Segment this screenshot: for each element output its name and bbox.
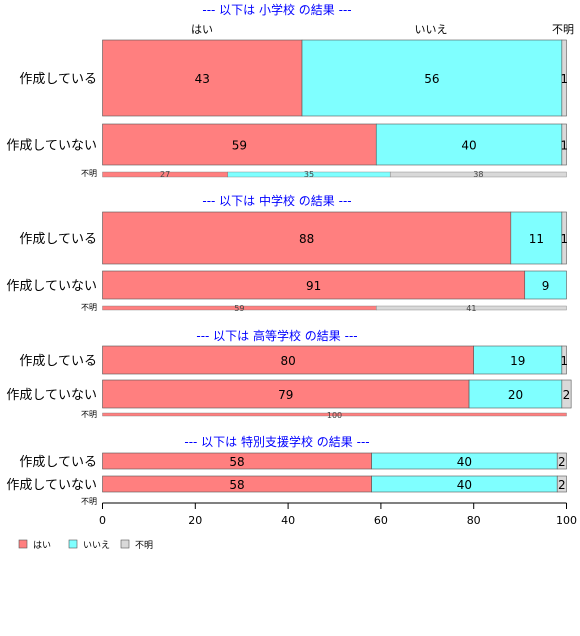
- unknown-data-label: 41: [466, 304, 476, 313]
- panel-title: --- 以下は 高等学校 の結果 ---: [196, 328, 357, 343]
- row-label: 作成している: [19, 455, 97, 470]
- data-label: 80: [280, 354, 295, 368]
- row-label: 作成している: [19, 232, 97, 247]
- data-label: 1: [560, 354, 568, 368]
- bar-segment: [556, 452, 567, 470]
- data-label: 2: [563, 388, 571, 402]
- data-label: 88: [299, 232, 314, 246]
- bar-segment: [561, 123, 567, 166]
- x-tick-label: 80: [467, 514, 481, 527]
- unknown-row-label: 不明: [81, 410, 97, 419]
- data-label: 79: [278, 388, 293, 402]
- data-label: 9: [542, 279, 550, 293]
- panel-title: --- 以下は 特別支援学校 の結果 ---: [184, 434, 369, 449]
- bar-segment: [102, 270, 526, 300]
- row-label: 作成している: [19, 72, 97, 87]
- bar-segment: [301, 39, 563, 117]
- data-label: 91: [306, 279, 321, 293]
- unknown-row-label: 不明: [81, 169, 97, 178]
- top-category-label: 不明: [552, 23, 574, 36]
- data-label: 43: [195, 72, 210, 86]
- legend-swatch: [18, 539, 28, 549]
- unknown-data-label: 27: [160, 170, 170, 179]
- unknown-bar-segment: [102, 412, 567, 417]
- data-label: 11: [529, 232, 544, 246]
- x-tick-label: 100: [556, 514, 577, 527]
- legend-swatch: [68, 539, 78, 549]
- unknown-data-label: 38: [473, 170, 483, 179]
- bar-segment: [561, 39, 567, 117]
- row-label: 作成していない: [6, 388, 97, 403]
- x-tick-label: 40: [281, 514, 295, 527]
- bar-segment: [561, 211, 567, 265]
- bar-segment: [561, 379, 572, 409]
- data-label: 40: [461, 139, 476, 153]
- data-label: 1: [560, 139, 568, 153]
- data-label: 59: [232, 139, 247, 153]
- bar-segment: [102, 211, 512, 265]
- panel-title: --- 以下は 中学校 の結果 ---: [202, 193, 351, 208]
- legend-label: 不明: [135, 540, 153, 551]
- data-label: 1: [560, 232, 568, 246]
- unknown-data-label: 35: [304, 170, 314, 179]
- data-label: 58: [229, 478, 244, 492]
- unknown-data-label: 59: [234, 304, 244, 313]
- data-label: 56: [424, 72, 439, 86]
- bar-segment: [468, 379, 563, 409]
- bar-segment: [375, 123, 563, 166]
- unknown-data-label: 100: [327, 411, 342, 420]
- top-category-label: いいえ: [415, 23, 448, 36]
- row-label: 作成している: [19, 354, 97, 369]
- bar-segment: [102, 39, 303, 117]
- bar-segment: [102, 379, 470, 409]
- legend-label: いいえ: [83, 540, 110, 551]
- data-label: 58: [229, 455, 244, 469]
- data-label: 1: [560, 72, 568, 86]
- x-tick-label: 20: [188, 514, 202, 527]
- x-tick-label: 60: [374, 514, 388, 527]
- data-label: 20: [508, 388, 523, 402]
- legend-label: はい: [33, 540, 51, 551]
- bar-segment: [473, 345, 563, 375]
- unknown-bar-segment: [389, 171, 567, 178]
- panel-title: --- 以下は 小学校 の結果 ---: [202, 2, 351, 17]
- row-label: 作成していない: [6, 139, 97, 154]
- legend-swatch: [120, 539, 130, 549]
- unknown-row-label: 不明: [81, 303, 97, 312]
- data-label: 40: [457, 478, 472, 492]
- data-label: 40: [457, 455, 472, 469]
- bar-segment: [556, 475, 567, 493]
- unknown-bar-segment: [376, 305, 567, 311]
- bar-segment: [102, 345, 475, 375]
- top-category-label: はい: [191, 23, 213, 36]
- unknown-row-label: 不明: [81, 497, 97, 506]
- bar-segment: [561, 345, 567, 375]
- data-label: 19: [510, 354, 525, 368]
- bar-segment: [524, 270, 567, 300]
- row-label: 作成していない: [6, 279, 97, 294]
- data-label: 2: [558, 478, 566, 492]
- data-label: 2: [558, 455, 566, 469]
- row-label: 作成していない: [6, 478, 97, 493]
- x-tick-label: 0: [99, 514, 106, 527]
